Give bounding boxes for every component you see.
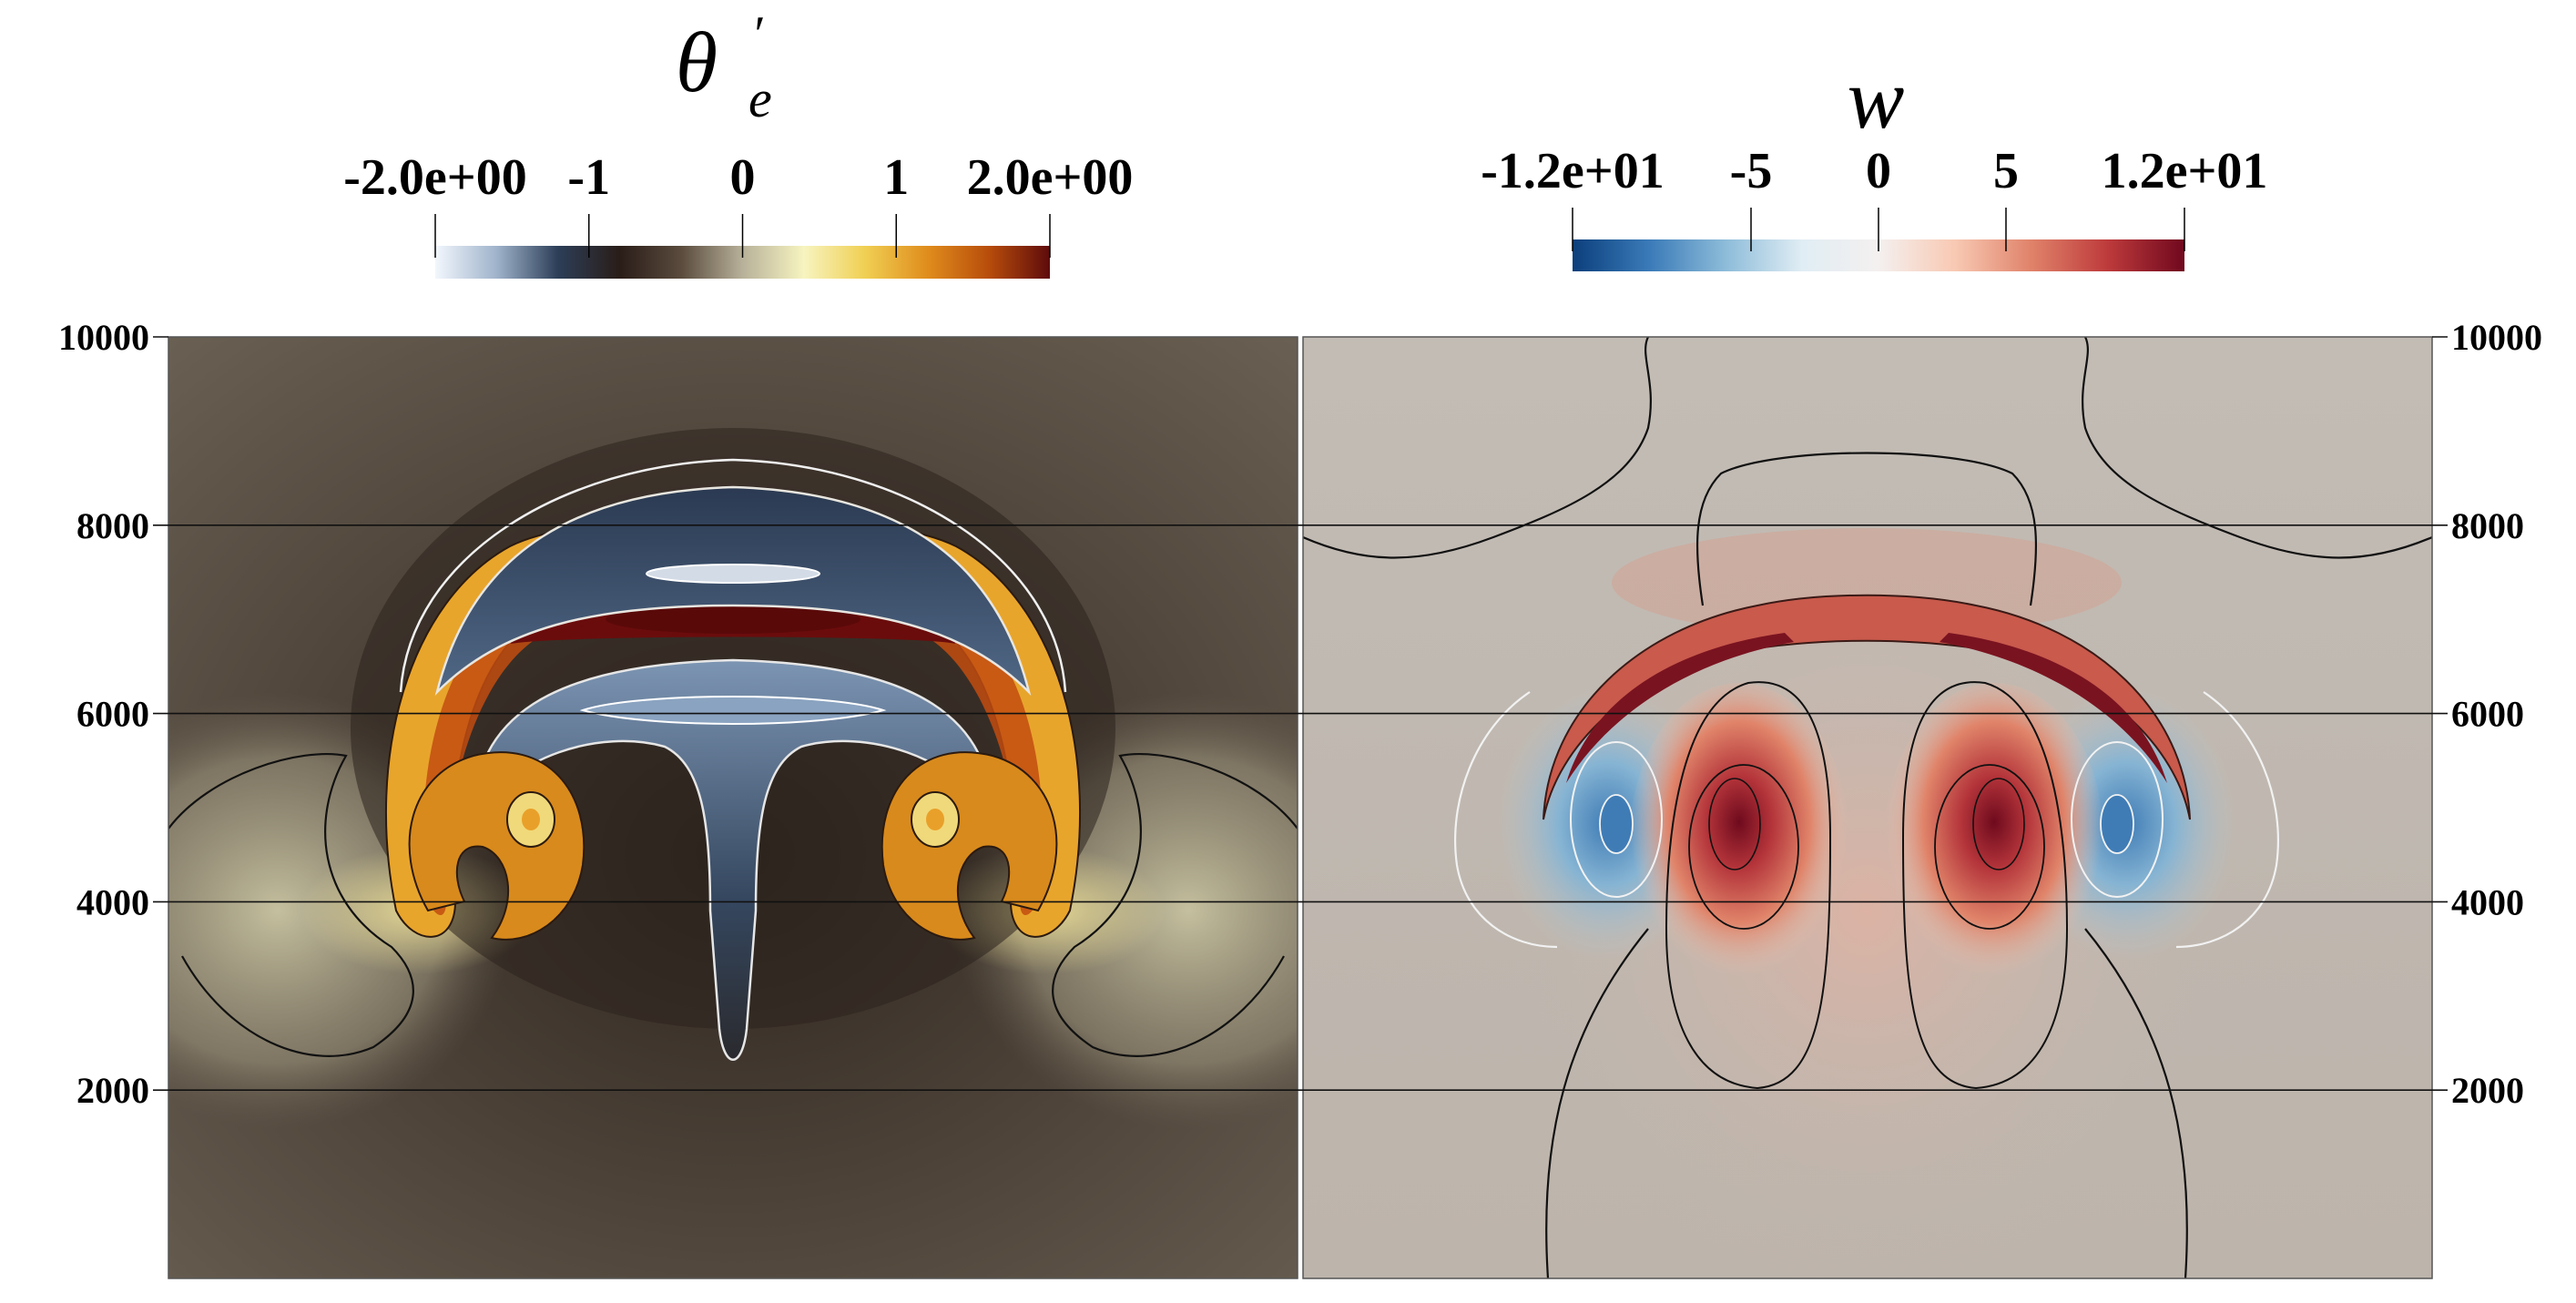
theta-colorbar-tick-label: -1 [567, 149, 610, 206]
y-tick-label-left: 4000 [76, 881, 149, 922]
y-tick-label-right: 8000 [2451, 505, 2524, 546]
w-colorbar-tick-label: 5 [1993, 143, 2019, 199]
theta-colorbar-tick-label: 1 [883, 149, 909, 206]
y-tick-label-right: 10000 [2451, 317, 2542, 358]
theta-colorbar-tick-label: -2.0e+00 [343, 149, 526, 206]
w-colorbar-tick-label: 1.2e+01 [2102, 143, 2268, 199]
y-axis-right: 2000 4000 6000 8000 10000 [2432, 317, 2542, 1111]
y-tick-label-right: 4000 [2451, 881, 2524, 922]
w-colorbar-ticks: -1.2e+01 -5 0 5 1.2e+01 [1481, 143, 2267, 251]
y-gridlines [168, 524, 2432, 1091]
theta-colorbar-tick-label: 0 [730, 149, 756, 206]
theta-title-prime: ′ [751, 6, 763, 63]
y-tick-label-right: 2000 [2451, 1070, 2524, 1111]
theta-panel [168, 337, 1298, 1278]
w-panel-frame [1302, 336, 2433, 1279]
theta-colorbar-ticks: -2.0e+00 -1 0 1 2.0e+00 [343, 149, 1133, 258]
theta-colorbar-tick-label: 2.0e+00 [967, 149, 1134, 206]
y-tick-label-left: 2000 [76, 1070, 149, 1111]
y-tick-label-left: 10000 [58, 317, 149, 358]
theta-title-subscript: e [748, 69, 772, 128]
w-colorbar-tick-label: -5 [1730, 143, 1773, 199]
w-colorbar-tick-label: -1.2e+01 [1481, 143, 1664, 199]
theta-panel-frame [168, 336, 1298, 1279]
y-axis-left: 2000 4000 6000 8000 10000 [58, 317, 168, 1111]
y-tick-label-left: 6000 [76, 694, 149, 735]
w-title: w [1848, 52, 1905, 147]
w-colorbar-tick-label: 0 [1866, 143, 1891, 199]
y-tick-label-right: 6000 [2451, 694, 2524, 735]
w-panel [1303, 337, 2432, 1278]
theta-title: θ [676, 15, 718, 110]
y-tick-label-left: 8000 [76, 505, 149, 546]
